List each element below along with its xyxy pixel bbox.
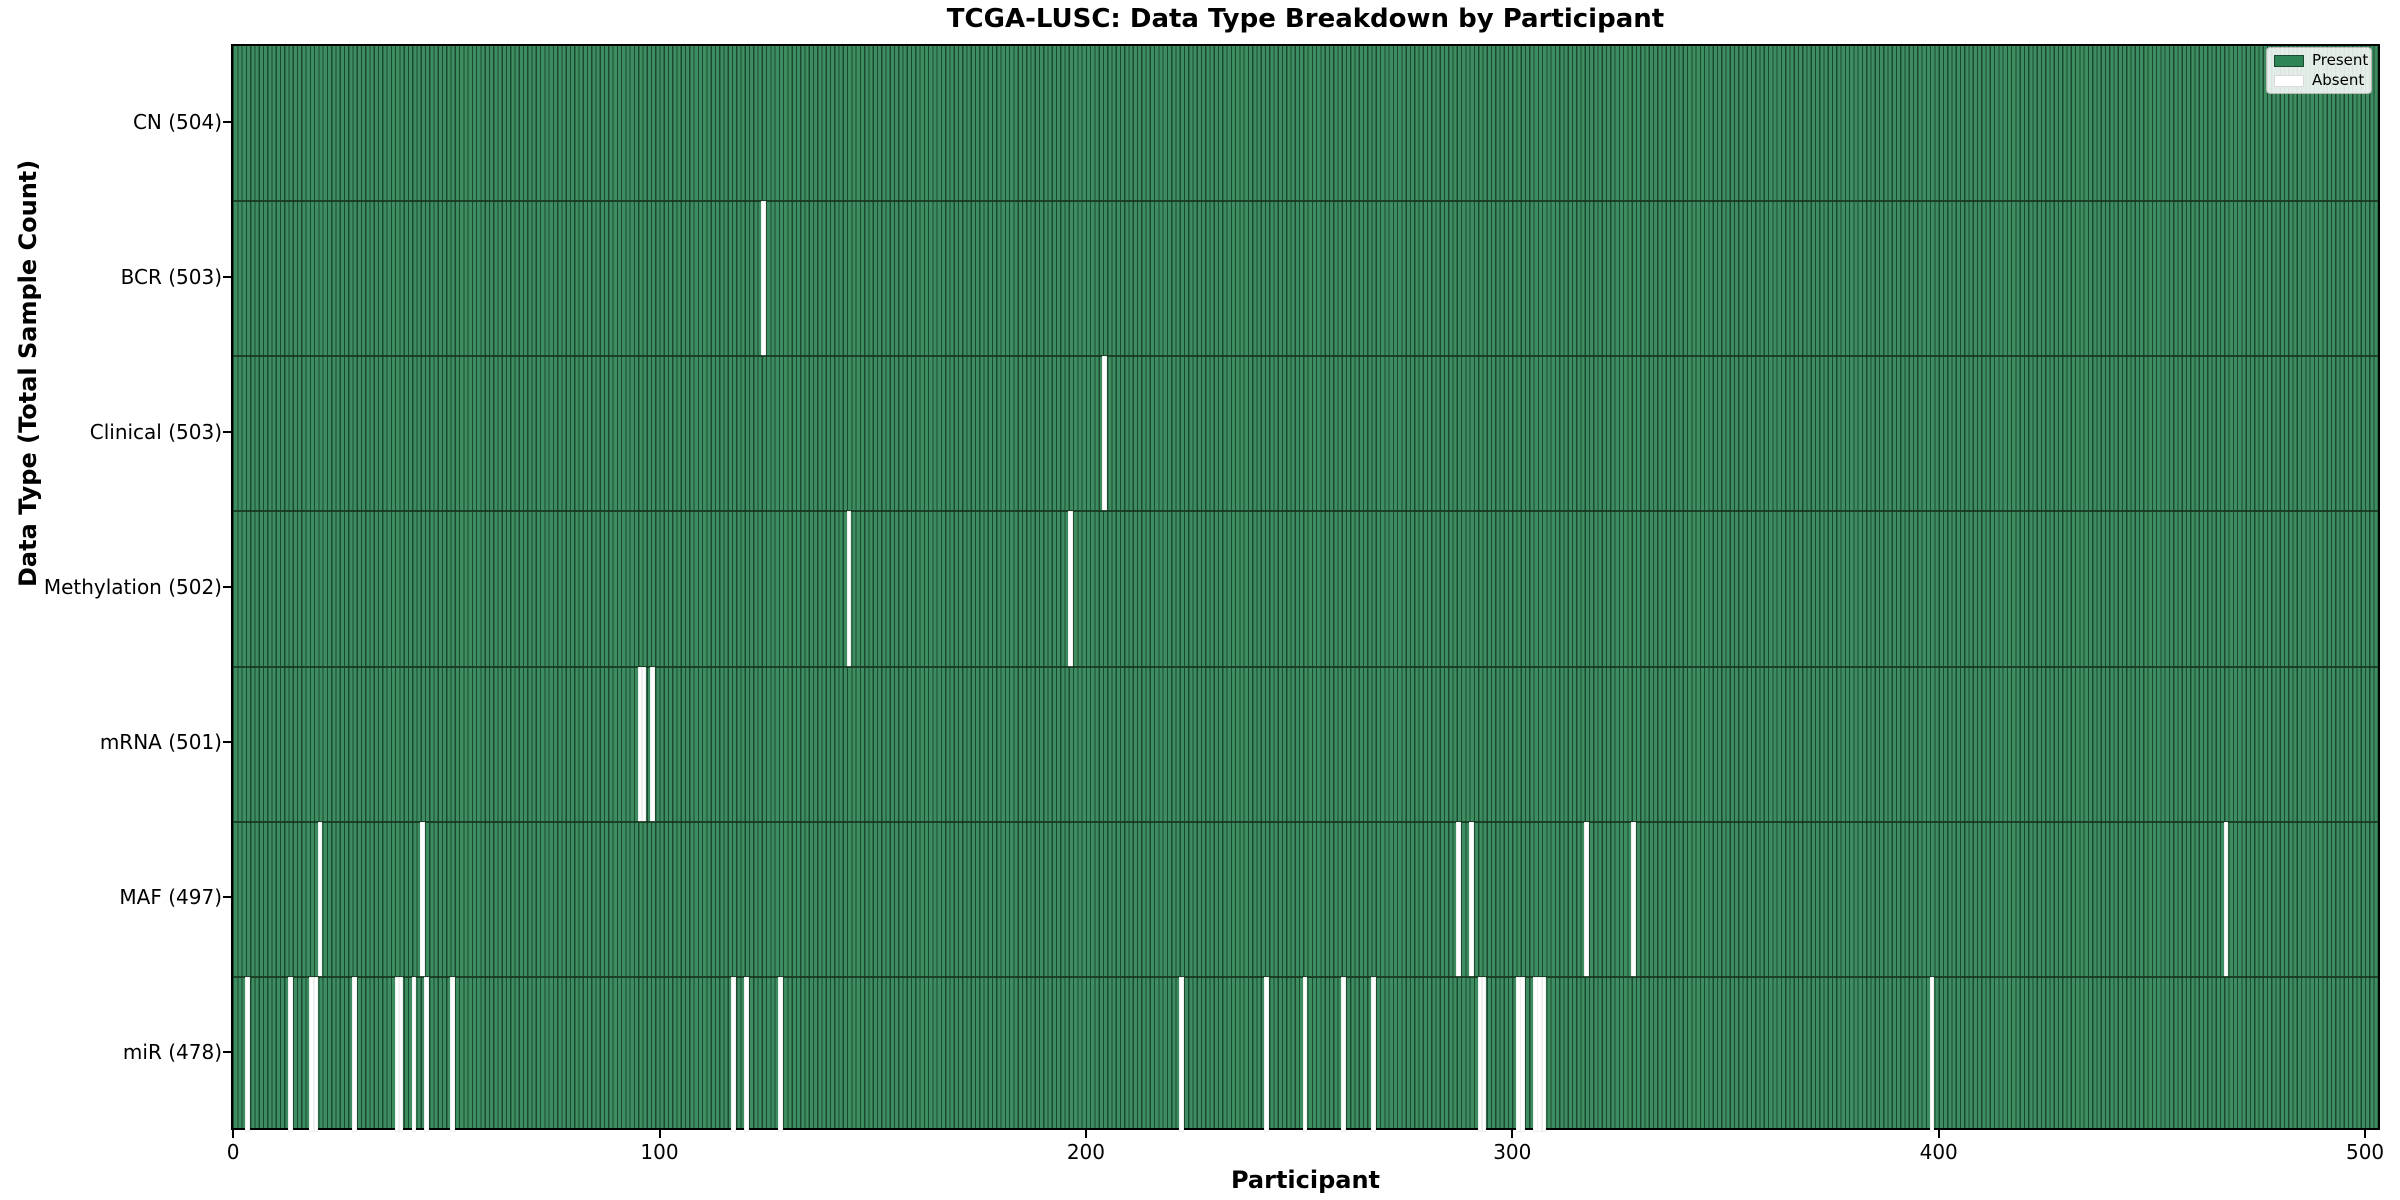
plot-area [231,44,2380,1132]
ytick-mark-Methylation [223,586,231,588]
row-separator [233,510,2378,513]
xtick-mark-500 [2364,1130,2367,1138]
absent-bar-miR-3 [245,976,250,1132]
ytick-label-MAF: MAF (497) [119,885,222,910]
ytick-label-BCR: BCR (503) [120,264,222,289]
legend-item-absent: Absent [2274,73,2364,88]
absent-bar-MAF-467 [2223,821,2229,977]
xtick-mark-0 [232,1130,235,1138]
absent-bar-miR-38 [394,976,400,1132]
absent-bar-miR-39 [398,976,404,1132]
absent-bar-MAF-290 [1469,821,1474,977]
ytick-mark-Clinical [223,430,231,433]
row-separator [233,820,2378,823]
xtick-label-500: 500 [2345,1140,2385,1164]
row-separator [233,665,2378,668]
absent-bar-Methylation-196 [1068,511,1073,667]
absent-bar-miR-18 [309,976,314,1132]
absent-bar-miR-120 [744,976,749,1132]
ytick-mark-BCR [223,275,231,278]
xtick-label-400: 400 [1919,1140,1958,1164]
xtick-label-100: 100 [640,1140,679,1164]
ytick-mark-mRNA [223,741,231,744]
xtick-mark-300 [1511,1130,1514,1138]
absent-bar-miR-251 [1302,976,1308,1132]
absent-bar-miR-222 [1179,976,1184,1132]
absent-bar-mRNA-96 [641,666,647,822]
absent-bar-miR-307 [1541,976,1547,1132]
xtick-mark-400 [1937,1130,1940,1138]
legend-item-present: Present [2274,53,2368,68]
absent-bar-miR-117 [731,976,737,1132]
ytick-mark-miR [223,1051,231,1054]
absent-bar-MAF-328 [1631,821,1636,977]
absent-bar-miR-42 [411,976,417,1132]
absent-bar-MAF-287 [1456,821,1461,977]
absent-bar-mRNA-98 [650,666,656,822]
absent-bar-miR-51 [450,976,455,1132]
row-separator [233,355,2378,358]
absent-bar-Methylation-144 [846,511,852,667]
legend-swatch-present-icon [2274,54,2304,67]
absent-bar-mRNA-95 [637,666,643,822]
legend-label-absent: Absent [2312,71,2365,89]
xtick-mark-200 [1084,1130,1087,1138]
ytick-label-Methylation: Methylation (502) [43,575,222,599]
absent-bar-miR-302 [1520,976,1525,1132]
legend: Present Absent [2266,47,2372,94]
absent-bar-miR-260 [1341,976,1346,1132]
absent-bar-miR-242 [1264,976,1270,1132]
absent-bar-miR-19 [313,976,319,1132]
ytick-label-CN: CN (504) [132,109,222,134]
absent-bar-miR-306 [1537,976,1542,1132]
absent-bar-MAF-317 [1584,821,1589,977]
absent-bar-MAF-44 [420,821,425,977]
absent-bar-MAF-20 [317,821,323,977]
xtick-label-200: 200 [1066,1140,1105,1164]
absent-bar-miR-45 [424,976,430,1132]
x-axis-label: Participant [1230,1166,1381,1194]
chart-title: TCGA-LUSC: Data Type Breakdown by Partic… [946,4,1665,34]
ytick-mark-MAF [223,896,231,899]
legend-swatch-absent-icon [2274,74,2304,87]
absent-bar-miR-293 [1481,976,1487,1132]
absent-bar-miR-301 [1516,976,1521,1132]
absent-bar-BCR-124 [761,201,766,357]
absent-bar-Clinical-204 [1102,356,1107,512]
absent-bar-miR-267 [1371,976,1376,1132]
absent-bar-miR-28 [351,976,357,1132]
absent-bar-miR-13 [288,976,293,1132]
xtick-label-300: 300 [1493,1140,1532,1164]
absent-bar-miR-292 [1477,976,1483,1132]
row-separator [233,200,2378,203]
ytick-label-miR: miR (478) [122,1040,222,1065]
xtick-mark-100 [658,1130,661,1138]
ytick-label-mRNA: mRNA (501) [99,730,222,755]
legend-label-present: Present [2312,51,2369,69]
xtick-label-0: 0 [226,1140,240,1164]
ytick-label-Clinical: Clinical (503) [89,419,222,444]
absent-bar-miR-398 [1929,976,1935,1132]
absent-bar-miR-305 [1533,976,1538,1132]
absent-bar-miR-128 [778,976,783,1132]
ytick-mark-CN [223,120,231,123]
